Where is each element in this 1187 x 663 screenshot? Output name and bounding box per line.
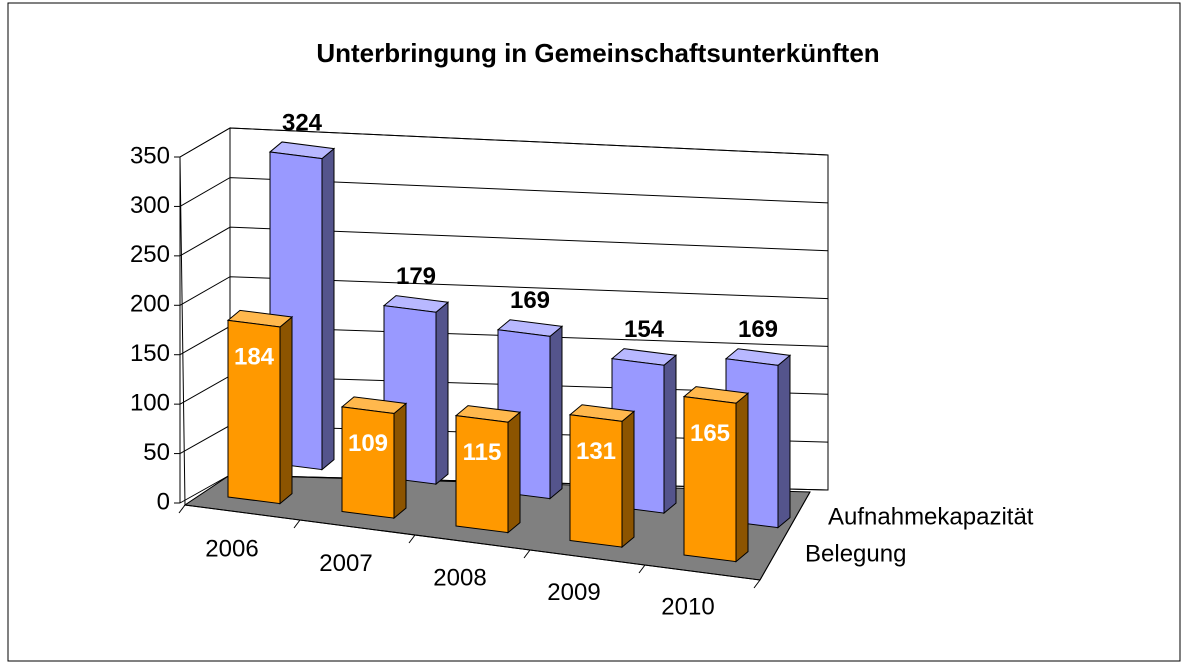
data-label: 109 bbox=[348, 430, 388, 457]
bar bbox=[340, 396, 408, 520]
data-label: 179 bbox=[396, 263, 436, 290]
bar-side bbox=[735, 392, 749, 563]
bar-front bbox=[341, 406, 395, 519]
bar-side bbox=[393, 402, 407, 520]
x-tick bbox=[408, 534, 416, 544]
bar-front bbox=[455, 415, 509, 534]
y-tick-label: 250 bbox=[130, 241, 170, 268]
bar-side bbox=[663, 354, 677, 515]
bar bbox=[682, 386, 750, 563]
y-tick-label: 150 bbox=[130, 340, 170, 367]
x-tick-label: 2007 bbox=[319, 550, 372, 577]
x-tick bbox=[638, 564, 646, 574]
bar-side bbox=[279, 315, 293, 505]
data-label: 169 bbox=[510, 287, 550, 314]
chart-title: Unterbringung in Gemeinschaftsunterkünft… bbox=[316, 38, 879, 68]
data-label: 184 bbox=[234, 344, 275, 371]
y-tick-label: 100 bbox=[130, 389, 170, 416]
grid-line bbox=[179, 276, 829, 306]
y-tick-label: 300 bbox=[130, 192, 170, 219]
bar bbox=[568, 404, 636, 549]
x-tick-label: 2008 bbox=[433, 564, 486, 591]
x-tick bbox=[293, 519, 301, 529]
x-tick bbox=[523, 549, 531, 559]
bar-side bbox=[549, 325, 563, 500]
x-tick bbox=[753, 579, 761, 589]
bar-front bbox=[227, 319, 281, 505]
depth-axis bbox=[759, 491, 811, 581]
x-tick-label: 2006 bbox=[205, 535, 258, 562]
bar-side bbox=[507, 411, 521, 534]
x-axis bbox=[184, 504, 761, 581]
y-tick-label: 350 bbox=[130, 142, 170, 169]
grid-line bbox=[179, 177, 829, 207]
y-tick-label: 200 bbox=[130, 291, 170, 318]
x-tick-label: 2009 bbox=[547, 579, 600, 606]
y-tick-label: 0 bbox=[157, 488, 170, 515]
data-label: 115 bbox=[463, 439, 502, 466]
grid-line bbox=[179, 127, 829, 158]
x-tick bbox=[178, 504, 186, 514]
data-label: 154 bbox=[624, 316, 665, 343]
bar-front bbox=[683, 396, 737, 563]
grid-line bbox=[179, 226, 829, 257]
series-label: Belegung bbox=[805, 540, 906, 567]
bar-front bbox=[569, 414, 623, 548]
side-wall bbox=[179, 127, 231, 506]
bar-side bbox=[435, 301, 449, 486]
bar-side bbox=[777, 354, 791, 529]
bar bbox=[226, 309, 294, 505]
y-tick-label: 50 bbox=[143, 439, 170, 466]
bar bbox=[454, 405, 522, 534]
data-label: 131 bbox=[576, 438, 616, 465]
data-label: 324 bbox=[282, 109, 323, 136]
data-label: 165 bbox=[690, 420, 730, 447]
series-label: Aufnahmekapazität bbox=[828, 503, 1034, 530]
bar-side bbox=[321, 147, 335, 471]
x-tick-label: 2010 bbox=[661, 593, 714, 620]
data-label: 169 bbox=[738, 316, 778, 343]
bar-side bbox=[621, 410, 635, 549]
